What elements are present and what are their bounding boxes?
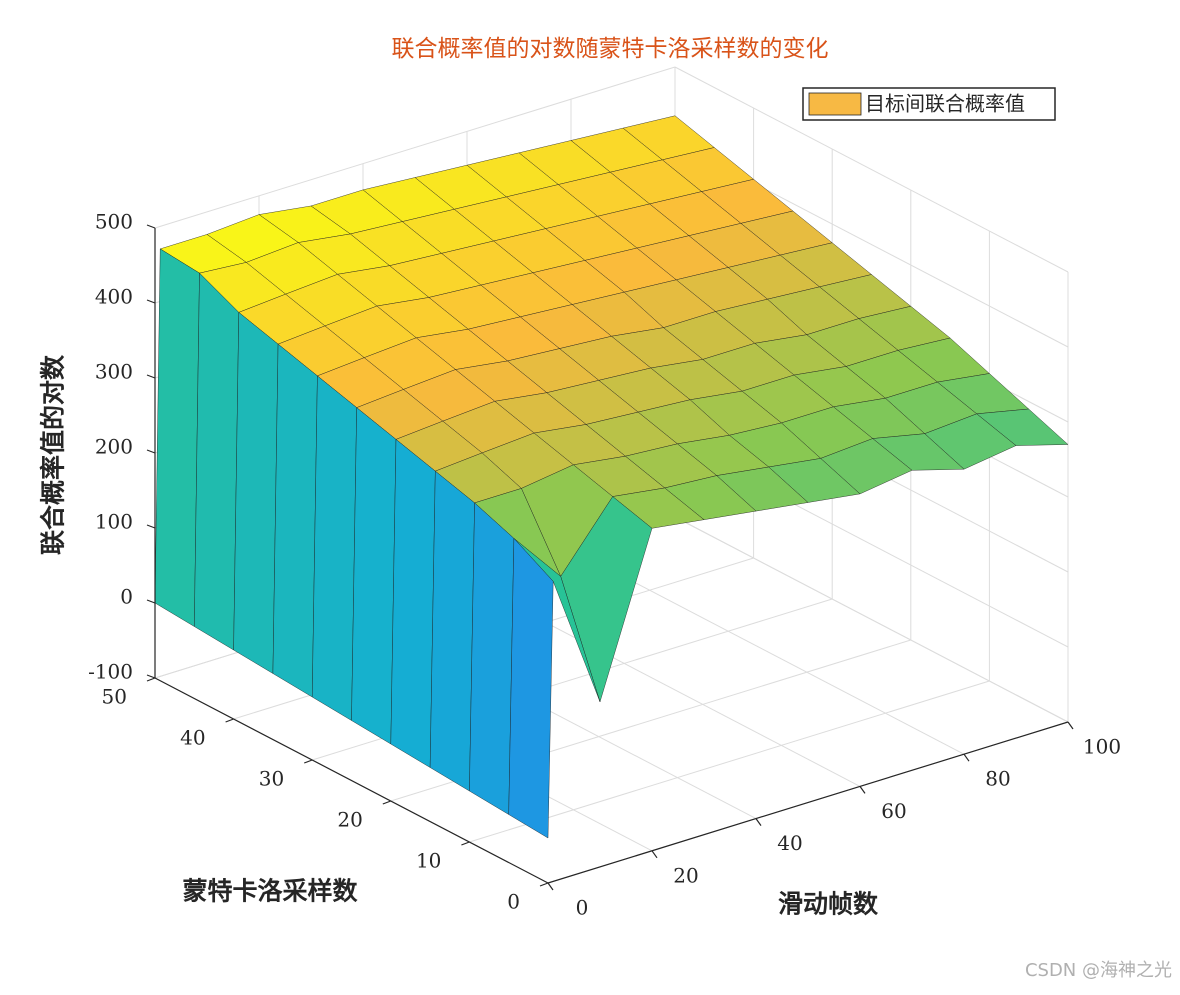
z-tick: [146, 449, 156, 454]
y-tick-label: 40: [180, 726, 205, 750]
surface-patch: [508, 537, 554, 839]
surface-patch: [272, 343, 318, 698]
surface-patch: [311, 375, 357, 721]
x-tick-label: 40: [777, 831, 802, 855]
x-tick-label: 20: [673, 863, 698, 887]
grid-line: [674, 66, 1069, 273]
x-tick: [859, 786, 866, 794]
z-tick-label: 400: [95, 285, 133, 309]
z-tick: [146, 674, 156, 679]
z-tick-label: 300: [95, 360, 133, 384]
y-tick: [382, 800, 392, 805]
surface-patch: [390, 438, 436, 768]
z-tick: [146, 374, 156, 379]
y-tick-label: 10: [416, 849, 441, 873]
x-axis: [547, 721, 1069, 884]
y-tick: [303, 759, 313, 764]
y-tick-label: 30: [259, 767, 284, 791]
surface-patch: [233, 311, 279, 674]
surface-patch: [469, 502, 515, 815]
y-tick-label: 50: [102, 685, 127, 709]
grid-line: [154, 66, 676, 229]
legend-swatch: [808, 92, 862, 116]
surface-patch: [154, 248, 200, 627]
z-tick-label: 500: [95, 210, 133, 234]
z-tick-label: 200: [95, 435, 133, 459]
x-tick: [963, 753, 970, 762]
z-tick-label: -100: [88, 660, 133, 684]
y-tick: [539, 882, 549, 887]
y-tick: [461, 841, 470, 846]
x-tick: [651, 850, 658, 859]
x-axis-label: 滑动帧数: [778, 890, 879, 919]
x-tick-label: 100: [1083, 735, 1121, 759]
x-tick: [547, 882, 554, 891]
legend-label: 目标间联合概率值: [865, 92, 1025, 116]
z-tick: [146, 599, 156, 604]
chart-title: 联合概率值的对数随蒙特卡洛采样数的变化: [392, 36, 829, 62]
z-tick: [146, 524, 156, 529]
y-axis-label: 蒙特卡洛采样数: [182, 877, 358, 906]
x-tick-label: 0: [576, 896, 589, 920]
x-tick-label: 80: [985, 767, 1010, 791]
y-axis: [154, 677, 549, 884]
y-tick-label: 20: [337, 808, 362, 832]
z-tick-label: 100: [95, 510, 133, 534]
y-tick-label: 0: [507, 890, 520, 914]
surface-patch: [351, 407, 397, 745]
x-tick: [755, 818, 762, 826]
watermark: CSDN @海神之光: [1025, 960, 1172, 981]
z-tick: [146, 224, 156, 229]
x-tick: [1067, 721, 1074, 730]
x-tick-label: 60: [881, 799, 906, 823]
grid-line: [674, 516, 1069, 723]
y-tick: [146, 677, 156, 682]
z-axis-label: 联合概率值的对数: [39, 354, 68, 555]
surface-patch: [429, 470, 475, 792]
surface-patch: [194, 272, 240, 651]
grid-line: [570, 548, 965, 755]
z-tick-label: 0: [120, 585, 133, 609]
z-tick: [146, 299, 156, 304]
grid-line: [469, 680, 990, 843]
y-tick: [225, 718, 234, 723]
